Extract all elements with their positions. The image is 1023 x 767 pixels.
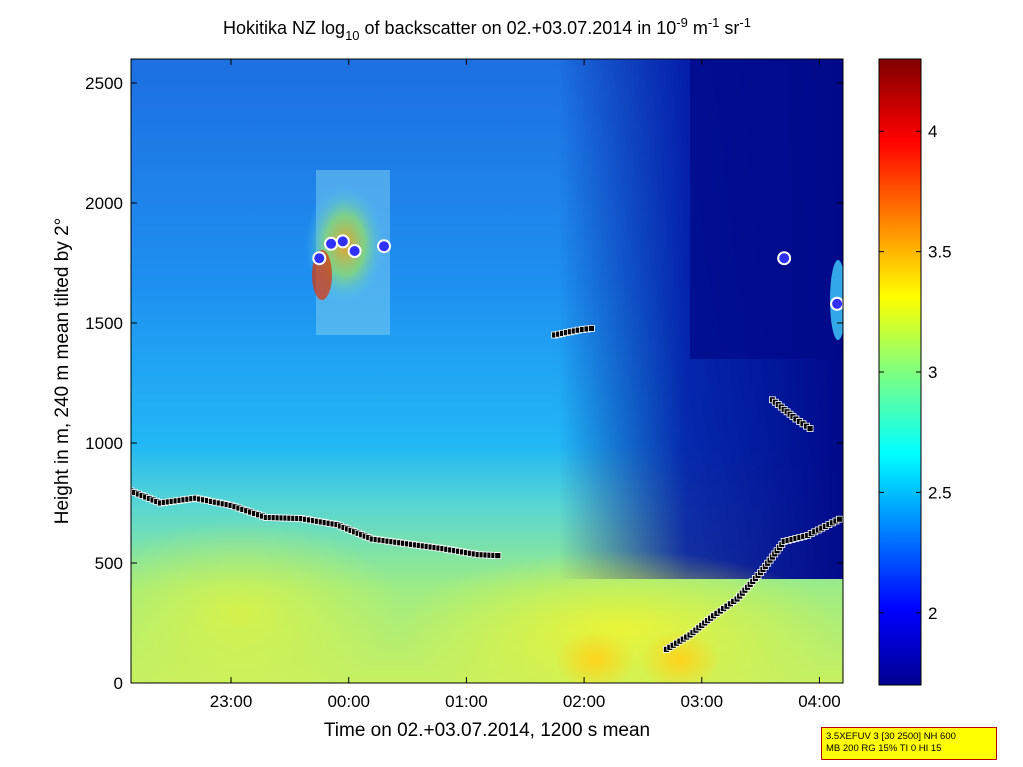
high-backscatter-point (377, 239, 392, 254)
x-tick-label: 00:00 (327, 692, 370, 711)
layer-marker (836, 515, 843, 523)
heatmap-area (131, 59, 843, 683)
x-tick-label: 23:00 (210, 692, 253, 711)
y-tick-label: 2000 (85, 194, 123, 213)
chart-title: Hokitika NZ log10 of backscatter on 02.+… (223, 15, 751, 43)
high-backscatter-point (777, 251, 792, 266)
x-tick-label: 03:00 (681, 692, 724, 711)
high-backscatter-point (335, 234, 350, 249)
layer-marker (494, 552, 502, 559)
y-tick-label: 1500 (85, 314, 123, 333)
colorbar-axis: 2 2.5 3 3.5 4 (879, 122, 952, 623)
high-backscatter-point (347, 244, 362, 258)
x-axis: 23:00 00:00 01:00 02:00 03:00 04:00 (210, 59, 841, 711)
info-line-2: MB 200 RG 15% TI 0 HI 15 (826, 743, 942, 754)
colorbar-tick-label: 3.5 (928, 243, 952, 262)
colorbar-tick-label: 3 (928, 363, 937, 382)
plot-frame (130, 58, 844, 684)
layer-marker (588, 324, 595, 332)
x-tick-label: 02:00 (563, 692, 606, 711)
x-tick-label: 04:00 (798, 692, 841, 711)
info-line-1: 3.5XEFUV 3 [30 2500] NH 600 (826, 731, 956, 742)
y-tick-label: 500 (95, 554, 123, 573)
high-backscatter-point (830, 296, 843, 311)
colorbar-tick-label: 2.5 (928, 483, 952, 502)
x-axis-title: Time on 02.+03.07.2014, 1200 s mean (324, 720, 650, 741)
colorbar-tick-label: 2 (928, 604, 937, 623)
y-tick-label: 2500 (85, 74, 123, 93)
y-axis-title: Height in m, 240 m mean tilted by 2° (52, 218, 73, 524)
colorbar-tick-label: 4 (928, 122, 937, 141)
processing-info-box: 3.5XEFUV 3 [30 2500] NH 600 MB 200 RG 15… (821, 727, 997, 760)
cloud-layer-markers (131, 234, 843, 653)
x-tick-label: 01:00 (445, 692, 488, 711)
y-tick-label: 0 (114, 674, 123, 693)
high-backscatter-point (324, 236, 339, 251)
layer-marker (806, 425, 814, 433)
high-backscatter-point (312, 251, 327, 266)
y-tick-label: 1000 (85, 434, 123, 453)
y-axis: 0 500 1000 1500 2000 2500 (85, 74, 843, 693)
colorbar (878, 58, 922, 686)
